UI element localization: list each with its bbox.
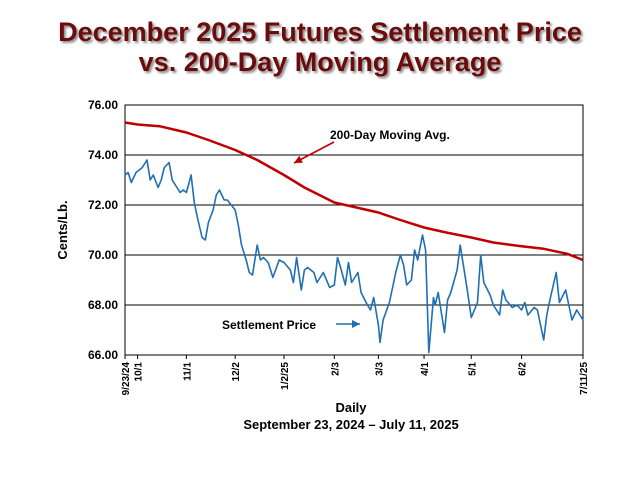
y-tick-label: 66.00: [88, 348, 118, 362]
y-axis-label: Cents/Lb.: [55, 200, 70, 259]
x-tick-label: 4/1: [420, 362, 431, 376]
x-tick-label: 6/2: [518, 362, 529, 376]
x-axis-label: Daily: [335, 400, 367, 415]
y-tick-labels: 66.00 68.00 70.00 72.00 74.00 76.00: [88, 98, 118, 362]
series-line-ma: [124, 121, 584, 262]
x-tick-label: 10/1: [134, 362, 145, 382]
annotation-ma-label: 200-Day Moving Avg.: [330, 128, 450, 142]
x-axis-range-label: September 23, 2024 – July 11, 2025: [243, 417, 458, 432]
y-tick-label: 74.00: [88, 148, 118, 162]
grid-lines: [125, 104, 583, 356]
y-tick-label: 68.00: [88, 298, 118, 312]
chart-title-line1: December 2025 Futures Settlement Price: [58, 17, 582, 47]
y-tick-label: 72.00: [88, 198, 118, 212]
x-tick-label: 9/23/24: [121, 362, 132, 396]
x-tick-label: 7/11/25: [579, 362, 590, 395]
x-tick-label: 2/3: [330, 362, 341, 376]
x-tick-label: 12/2: [231, 362, 242, 382]
x-tick-label: 1/2/25: [280, 362, 291, 390]
series-line-settle: [124, 159, 584, 354]
y-tick-label: 76.00: [88, 98, 118, 112]
series-lines: [124, 121, 584, 354]
annotation-settle-arrow-head: [352, 320, 360, 328]
plot-frame: [124, 104, 584, 356]
x-tick-label: 3/3: [374, 362, 385, 376]
chart-title-line2: vs. 200-Day Moving Average: [138, 47, 502, 77]
annotation-ma-arrow-head: [294, 155, 303, 163]
y-tick-label: 70.00: [88, 248, 118, 262]
x-tick-label: 11/1: [182, 362, 193, 381]
x-tick-label: 5/1: [467, 362, 478, 376]
x-tick-labels: 9/23/24 10/1 11/1 12/2 1/2/25 2/3 3/3 4/1 5/1 6/2…: [121, 355, 590, 395]
annotations: 200-Day Moving Avg. Settlement Price: [222, 128, 450, 332]
annotation-settle-label: Settlement Price: [222, 318, 316, 332]
